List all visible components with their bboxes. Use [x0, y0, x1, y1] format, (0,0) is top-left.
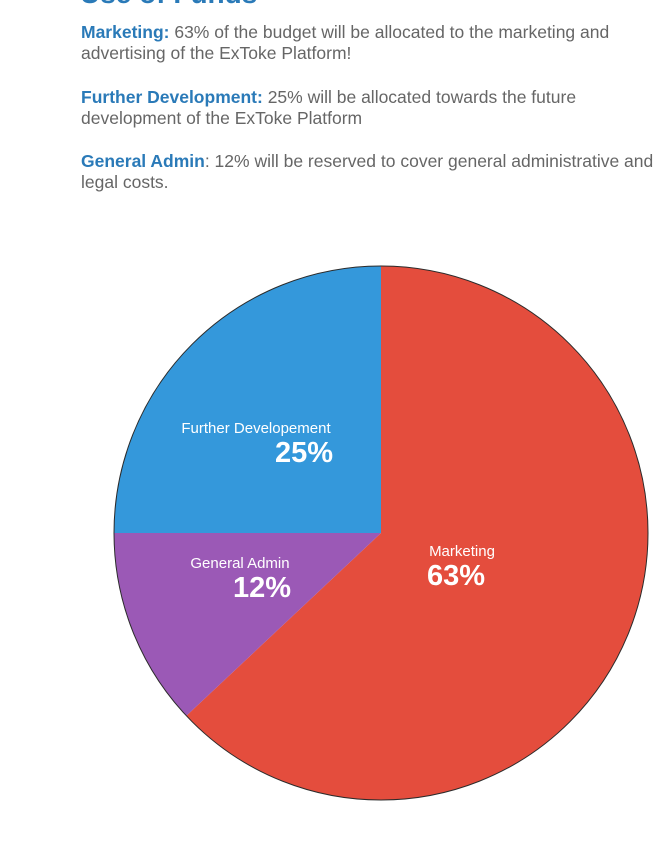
slice-value-marketing: 63% — [427, 560, 485, 592]
admin-term: General Admin — [81, 151, 205, 171]
marketing-description: 63% of the budget will be allocated to t… — [81, 22, 610, 63]
development-term: Further Development: — [81, 87, 263, 107]
section-heading: Use of Funds — [80, 0, 257, 10]
pie-outline — [113, 265, 649, 801]
marketing-term: Marketing: — [81, 22, 170, 42]
development-paragraph: Further Development: 25% will be allocat… — [81, 87, 661, 129]
slice-value-general-admin: 12% — [233, 572, 291, 604]
development-description: 25% will be allocated towards the future… — [81, 87, 577, 128]
pie-slice-marketing — [186, 266, 649, 800]
slice-label-further-developement: Further Developement — [181, 420, 331, 437]
pie-slice-general-admin — [114, 533, 381, 716]
slice-value-further-developement: 25% — [275, 437, 333, 469]
admin-description: : 12% will be reserved to cover general … — [81, 151, 654, 192]
slice-label-general-admin: General Admin — [190, 555, 289, 572]
slice-label-marketing: Marketing — [429, 543, 495, 560]
marketing-paragraph: Marketing: 63% of the budget will be all… — [81, 22, 661, 64]
pie-slice-further-developement — [114, 266, 381, 533]
admin-paragraph: General Admin: 12% will be reserved to c… — [81, 151, 661, 193]
